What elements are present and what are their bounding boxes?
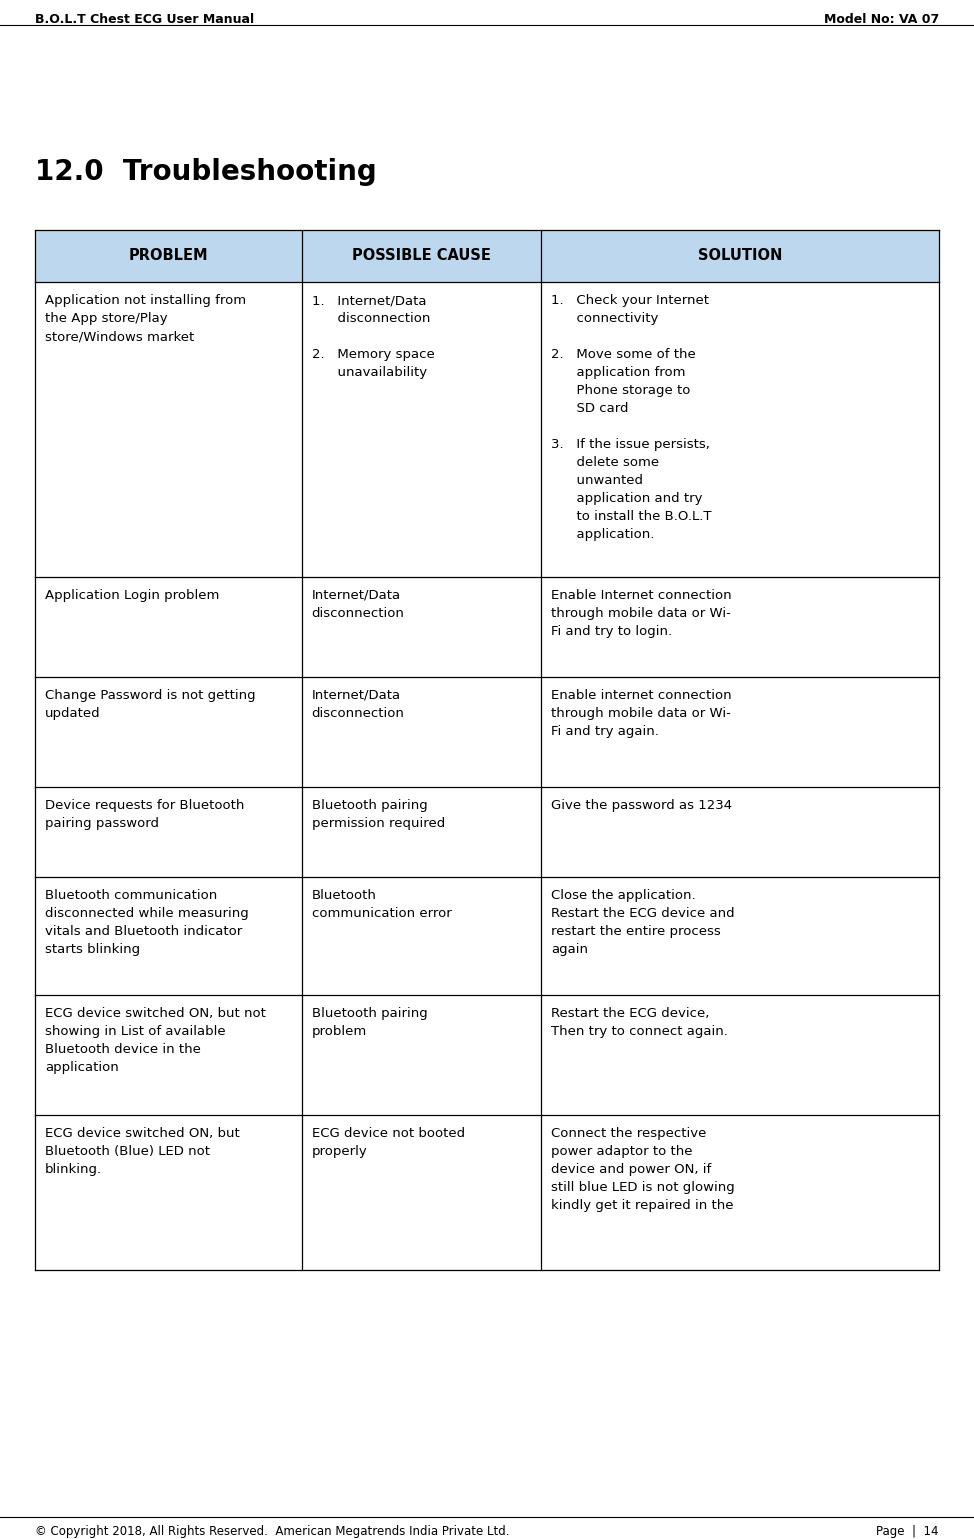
- Text: Bluetooth
communication error: Bluetooth communication error: [312, 890, 451, 920]
- Text: ECG device not booted
properly: ECG device not booted properly: [312, 1127, 465, 1157]
- Text: Page  |  14: Page | 14: [877, 1525, 939, 1537]
- Text: Device requests for Bluetooth
pairing password: Device requests for Bluetooth pairing pa…: [45, 799, 244, 830]
- Text: POSSIBLE CAUSE: POSSIBLE CAUSE: [352, 248, 491, 263]
- Text: Internet/Data
disconnection: Internet/Data disconnection: [312, 689, 404, 720]
- Text: Application Login problem: Application Login problem: [45, 589, 219, 602]
- Text: SOLUTION: SOLUTION: [698, 248, 782, 263]
- Text: B.O.L.T Chest ECG User Manual: B.O.L.T Chest ECG User Manual: [35, 12, 254, 26]
- Text: 1.   Check your Internet
      connectivity

2.   Move some of the
      applica: 1. Check your Internet connectivity 2. M…: [551, 294, 712, 542]
- Text: © Copyright 2018, All Rights Reserved.  American Megatrends India Private Ltd.: © Copyright 2018, All Rights Reserved. A…: [35, 1525, 509, 1537]
- Text: 1.   Internet/Data
      disconnection

2.   Memory space
      unavailability: 1. Internet/Data disconnection 2. Memory…: [312, 294, 434, 379]
- Text: Close the application.
Restart the ECG device and
restart the entire process
aga: Close the application. Restart the ECG d…: [551, 890, 734, 956]
- Bar: [35, 282, 939, 577]
- Bar: [35, 1114, 939, 1270]
- Text: 12.0  Troubleshooting: 12.0 Troubleshooting: [35, 159, 377, 186]
- Text: Bluetooth pairing
permission required: Bluetooth pairing permission required: [312, 799, 445, 830]
- Text: Restart the ECG device,
Then try to connect again.: Restart the ECG device, Then try to conn…: [551, 1007, 729, 1037]
- Text: PROBLEM: PROBLEM: [129, 248, 208, 263]
- Text: Bluetooth pairing
problem: Bluetooth pairing problem: [312, 1007, 428, 1037]
- Text: ECG device switched ON, but
Bluetooth (Blue) LED not
blinking.: ECG device switched ON, but Bluetooth (B…: [45, 1127, 240, 1176]
- Bar: [35, 577, 939, 677]
- Text: Connect the respective
power adaptor to the
device and power ON, if
still blue L: Connect the respective power adaptor to …: [551, 1127, 735, 1213]
- Text: Model No: VA 07: Model No: VA 07: [824, 12, 939, 26]
- Text: Application not installing from
the App store/Play
store/Windows market: Application not installing from the App …: [45, 294, 246, 343]
- Bar: [35, 229, 939, 282]
- Text: ECG device switched ON, but not
showing in List of available
Bluetooth device in: ECG device switched ON, but not showing …: [45, 1007, 266, 1074]
- Bar: [35, 877, 939, 996]
- Text: Internet/Data
disconnection: Internet/Data disconnection: [312, 589, 404, 620]
- Text: Enable internet connection
through mobile data or Wi-
Fi and try again.: Enable internet connection through mobil…: [551, 689, 731, 739]
- Text: Change Password is not getting
updated: Change Password is not getting updated: [45, 689, 255, 720]
- Bar: [35, 677, 939, 786]
- Text: Enable Internet connection
through mobile data or Wi-
Fi and try to login.: Enable Internet connection through mobil…: [551, 589, 731, 639]
- Text: Give the password as 1234: Give the password as 1234: [551, 799, 732, 813]
- Bar: [35, 786, 939, 877]
- Bar: [35, 996, 939, 1114]
- Text: Bluetooth communication
disconnected while measuring
vitals and Bluetooth indica: Bluetooth communication disconnected whi…: [45, 890, 248, 956]
